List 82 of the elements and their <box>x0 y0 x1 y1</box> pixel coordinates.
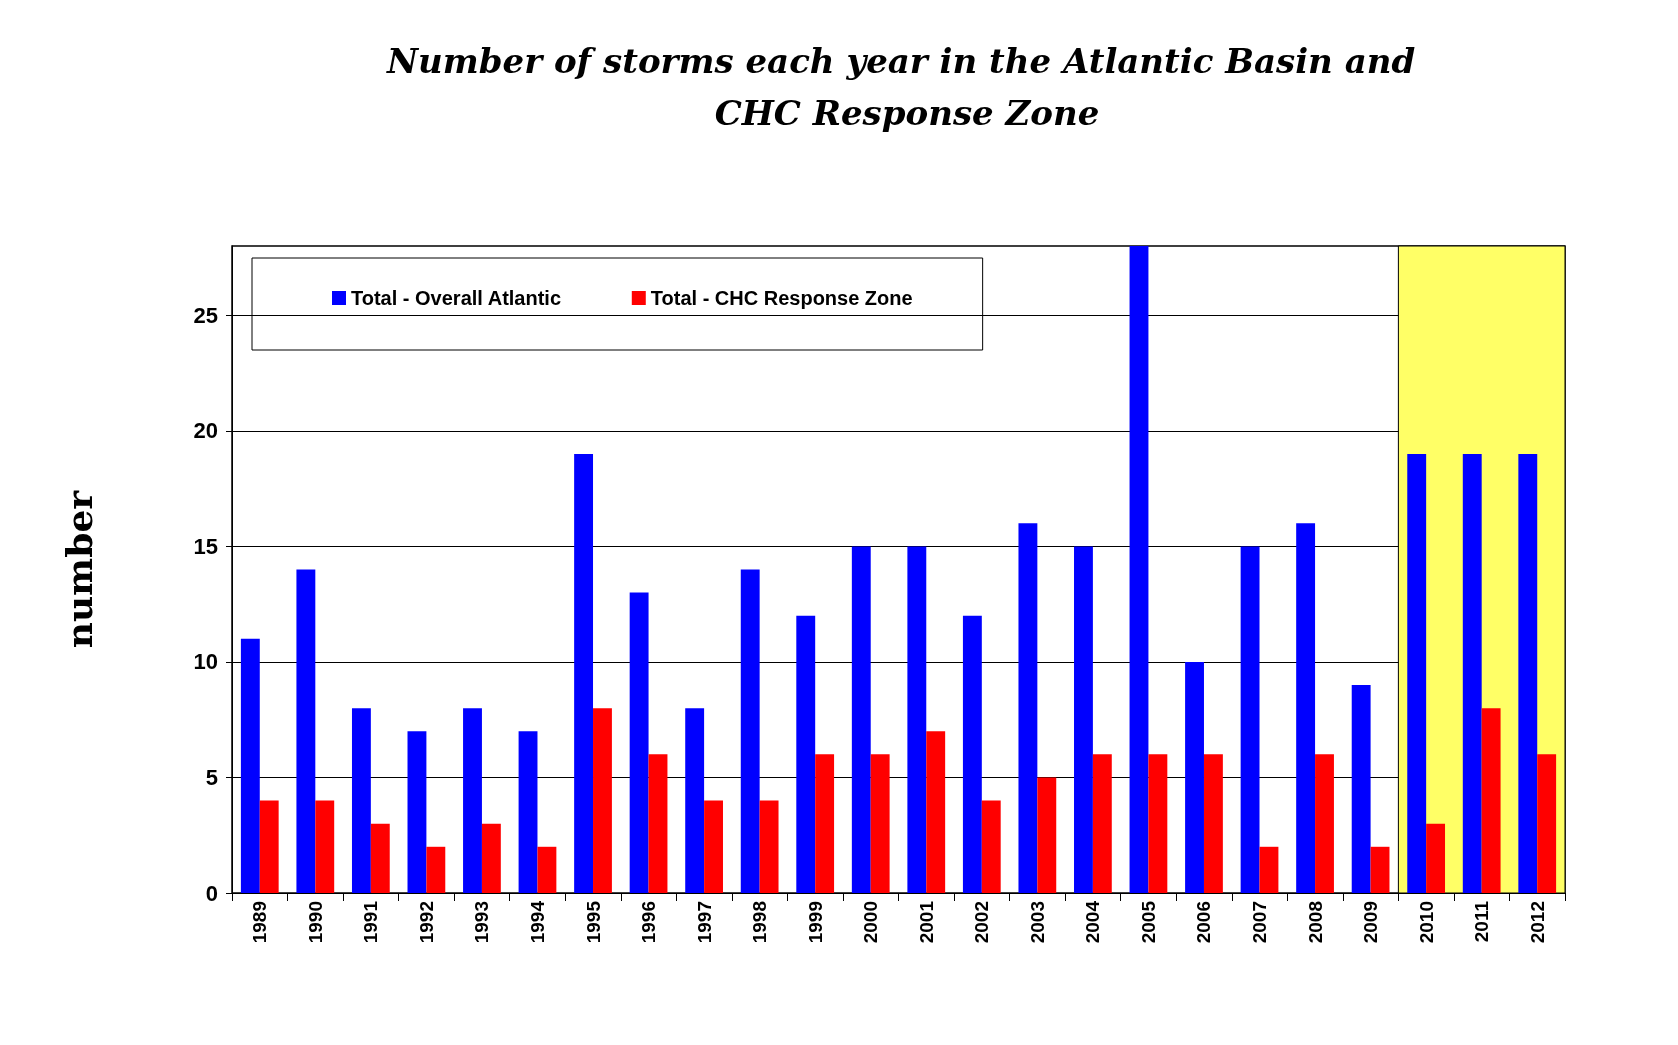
y-tick-label: 5 <box>205 764 218 790</box>
x-tick-label: 1997 <box>693 901 715 944</box>
bar <box>1259 846 1279 893</box>
x-tick-label: 1994 <box>526 900 548 944</box>
bar <box>1351 685 1371 893</box>
x-tick-label: 2012 <box>1526 901 1548 944</box>
y-tick-label: 10 <box>193 649 218 675</box>
bar <box>296 569 316 893</box>
x-tick-label: 1990 <box>304 901 326 944</box>
bar <box>537 846 557 893</box>
bar <box>1092 754 1112 893</box>
bar <box>907 546 927 893</box>
bar <box>1462 453 1482 893</box>
x-tick-label: 2011 <box>1471 900 1493 943</box>
y-tick-label: 20 <box>193 418 218 444</box>
x-tick-label: 2003 <box>1026 901 1048 944</box>
y-tick-label: 25 <box>193 302 218 328</box>
x-tick-label: 1991 <box>360 900 382 944</box>
chart-title: Number of storms each year in the Atlantic Basin and CHC Response Zone <box>386 41 1427 133</box>
x-tick-label: 1989 <box>249 901 271 944</box>
bar <box>851 546 871 893</box>
bar <box>1203 754 1223 893</box>
bar <box>815 754 835 893</box>
bar <box>1037 777 1057 893</box>
x-tick-label: 1999 <box>804 901 826 944</box>
bar <box>518 731 538 893</box>
bar <box>574 453 594 893</box>
legend-label: Total - CHC Response Zone <box>650 287 913 309</box>
bar <box>1518 453 1538 893</box>
bar <box>351 708 371 893</box>
x-tick-label: 2002 <box>971 901 993 944</box>
x-tick-label: 2010 <box>1415 901 1437 944</box>
y-tick-label: 15 <box>193 533 218 559</box>
bar <box>1537 754 1557 893</box>
bar <box>481 823 501 893</box>
bar <box>870 754 890 893</box>
bar <box>315 800 335 893</box>
x-tick-label: 1993 <box>471 901 493 944</box>
bar <box>648 754 668 893</box>
x-tick-label: 2009 <box>1360 901 1382 944</box>
bar <box>1074 546 1093 893</box>
x-tick-label: 1995 <box>582 900 604 944</box>
bar <box>1240 546 1260 893</box>
bar <box>1315 754 1334 893</box>
bar <box>1018 523 1038 893</box>
bar <box>796 615 816 893</box>
bar <box>685 708 705 893</box>
bar <box>629 592 649 893</box>
bar <box>1481 708 1501 893</box>
x-tick-label: 1992 <box>415 901 437 944</box>
bar <box>1370 846 1390 893</box>
bar <box>370 823 390 893</box>
bar <box>240 638 260 893</box>
y-tick-label: 0 <box>205 880 218 906</box>
legend-label: Total - Overall Atlantic <box>351 287 562 309</box>
bar <box>1185 661 1204 893</box>
x-tick-label: 2005 <box>1137 900 1159 944</box>
bar <box>740 569 760 893</box>
bar <box>962 615 982 893</box>
x-tick-label: 2008 <box>1304 901 1326 944</box>
x-tick-label: 1998 <box>749 901 771 944</box>
bar <box>1148 754 1168 893</box>
x-tick-label: 2006 <box>1193 901 1215 944</box>
x-tick-label: 2007 <box>1249 901 1271 944</box>
bar <box>593 708 612 893</box>
x-tick-label: 2001 <box>915 900 937 944</box>
bar <box>259 800 279 893</box>
bar <box>1426 823 1446 893</box>
bar <box>759 800 779 893</box>
bar <box>1407 453 1427 893</box>
x-tick-label: 2004 <box>1082 900 1104 944</box>
bar <box>407 731 427 893</box>
bar <box>926 731 946 893</box>
x-tick-label: 2000 <box>860 901 882 944</box>
bar <box>981 800 1001 893</box>
bar <box>1296 523 1316 893</box>
bar <box>463 708 482 893</box>
bar <box>1129 246 1149 893</box>
x-tick-label: 1996 <box>638 901 660 944</box>
bar <box>426 846 446 893</box>
y-axis-title: number <box>58 489 100 649</box>
bar <box>704 800 723 893</box>
